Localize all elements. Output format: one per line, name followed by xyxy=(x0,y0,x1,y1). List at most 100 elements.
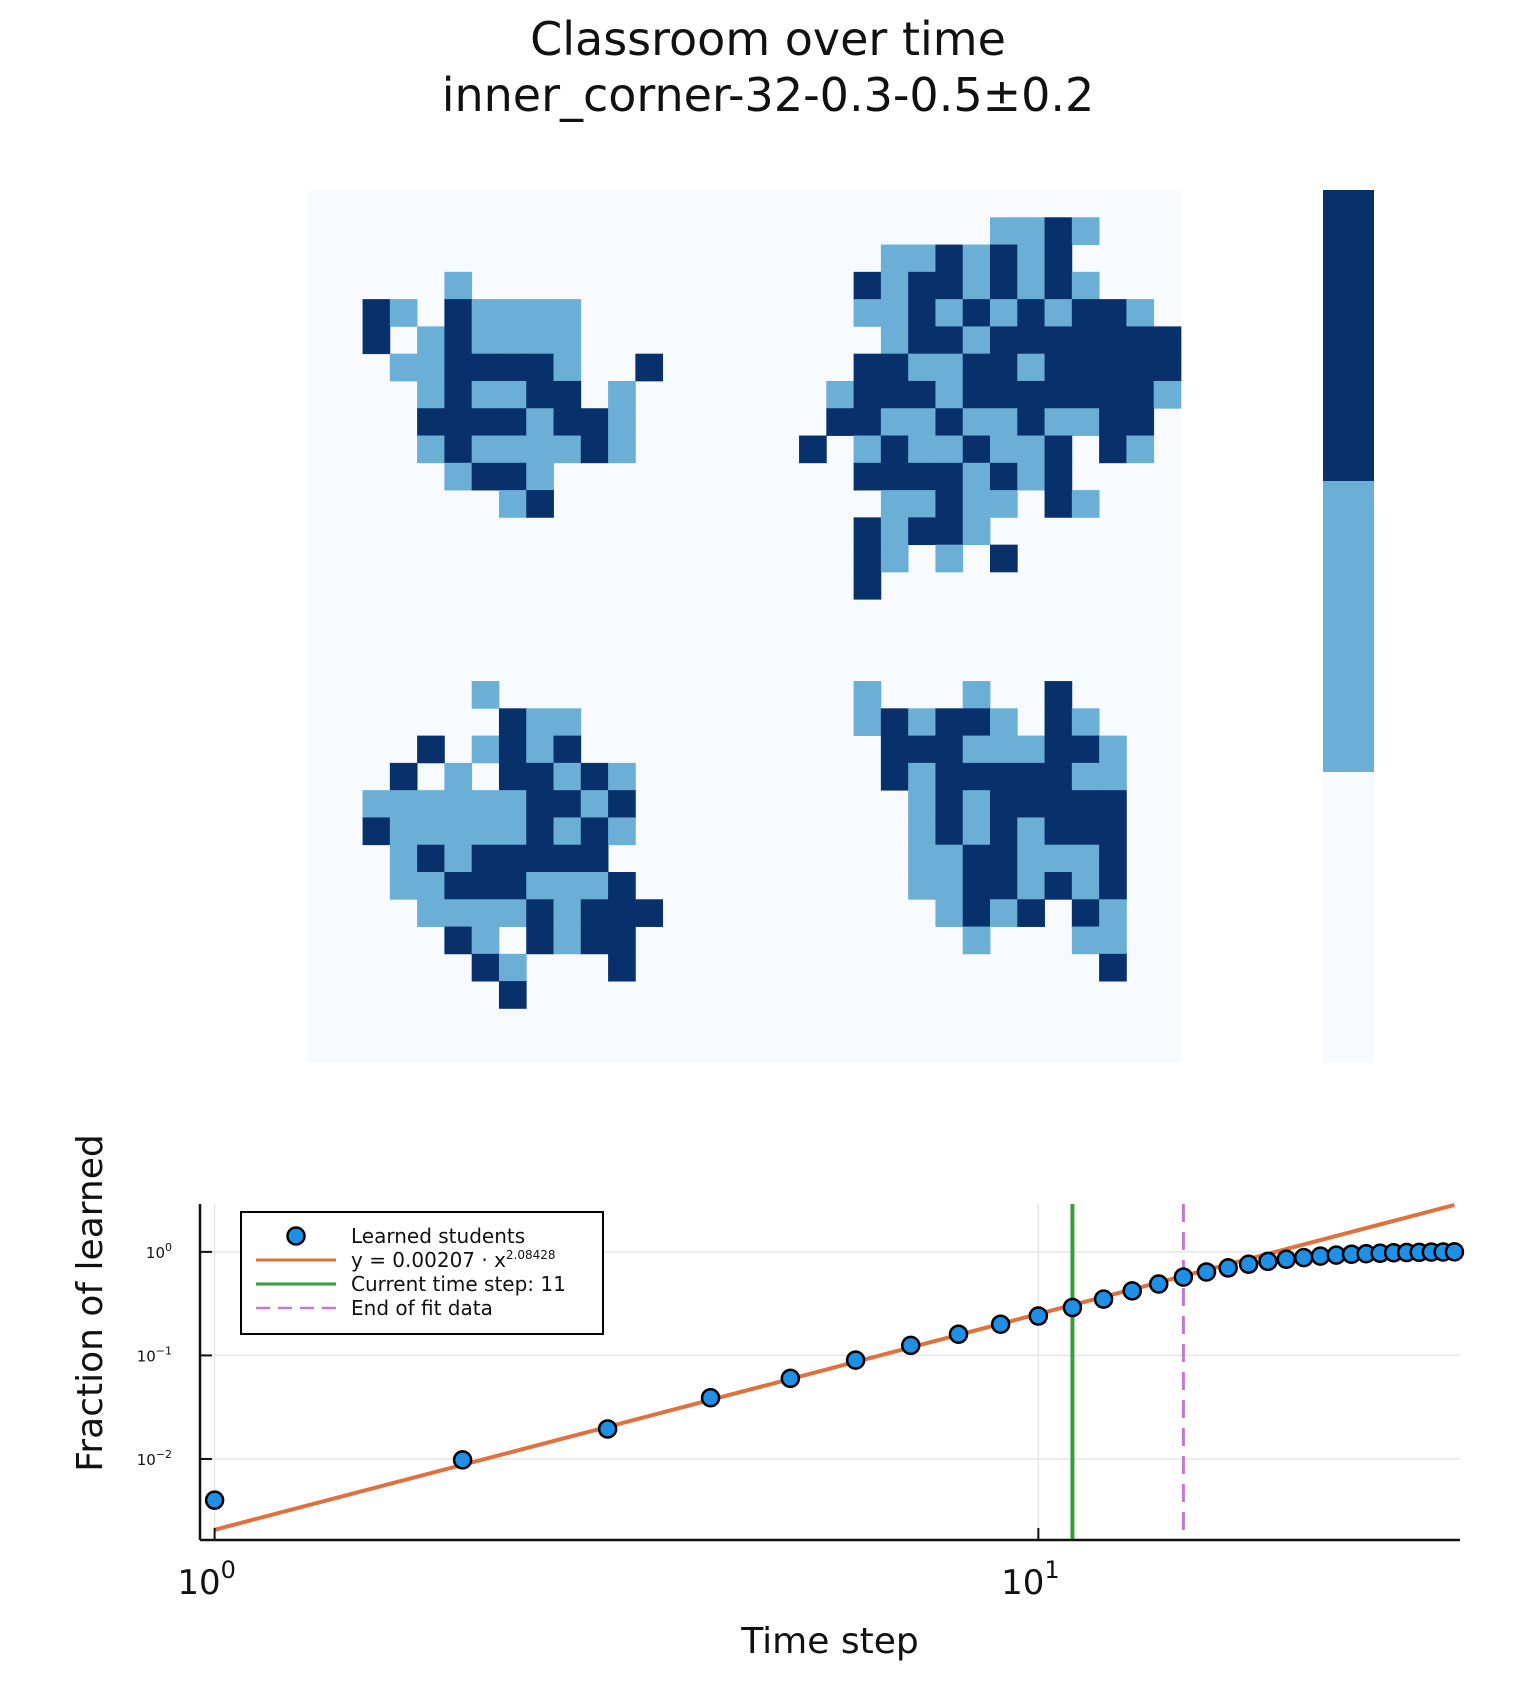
data-point xyxy=(452,1450,473,1470)
heatmap-cell xyxy=(553,817,582,846)
heatmap-cell xyxy=(990,490,1018,518)
heatmap-cell xyxy=(908,517,936,546)
heatmap-cell xyxy=(498,326,527,355)
heatmap-subtitle: inner_corner-32-0.3-0.5±0.2 xyxy=(441,68,1095,122)
heatmap-cell xyxy=(498,490,527,518)
heatmap-cell xyxy=(990,435,1018,464)
heatmap-cell xyxy=(853,435,882,464)
heatmap-cell xyxy=(935,380,964,409)
heatmap-cell xyxy=(880,435,909,464)
heatmap-cell xyxy=(417,380,445,409)
heatmap-cell xyxy=(444,353,473,382)
heatmap-cell xyxy=(471,408,500,436)
heatmap-cell xyxy=(608,380,636,409)
heatmap-cell xyxy=(1099,299,1127,327)
heatmap-cell xyxy=(1099,790,1127,818)
heatmap-cell xyxy=(471,953,500,982)
heatmap-cell xyxy=(417,790,445,818)
heatmap-cell xyxy=(935,872,964,900)
heatmap-cell xyxy=(471,735,500,764)
heatmap-cell xyxy=(526,353,554,382)
data-point xyxy=(1276,1249,1297,1269)
y-axis-label: Fraction of learned xyxy=(70,1134,111,1471)
heatmap-cell xyxy=(990,326,1018,355)
heatmap-cell xyxy=(526,490,554,518)
heatmap-cell xyxy=(1017,435,1045,464)
heatmap-cell xyxy=(1017,844,1045,873)
heatmap-cell xyxy=(853,271,882,300)
data-point xyxy=(204,1490,225,1510)
heatmap-title: Classroom over time xyxy=(530,12,1006,66)
heatmap-cell xyxy=(935,408,964,436)
heatmap-cell xyxy=(853,299,882,327)
heatmap-cell xyxy=(526,872,554,900)
heatmap-cell xyxy=(553,762,582,791)
heatmap-cell xyxy=(526,408,554,436)
heatmap-cell xyxy=(553,872,582,900)
data-point xyxy=(1238,1254,1259,1274)
heatmap-cell xyxy=(990,244,1018,273)
heatmap-cell xyxy=(990,353,1018,382)
heatmap-cell xyxy=(417,872,445,900)
heatmap-cell xyxy=(444,326,473,355)
heatmap-cell xyxy=(935,435,964,464)
heatmap-cell xyxy=(498,762,527,791)
heatmap-cell xyxy=(1071,271,1100,300)
heatmap-cell xyxy=(417,435,445,464)
heatmap-cell xyxy=(1126,408,1155,436)
heatmap-cell xyxy=(471,462,500,491)
heatmap-cell xyxy=(498,735,527,764)
heatmap-cell xyxy=(526,817,554,846)
heatmap-cell xyxy=(1099,844,1127,873)
heatmap-cell xyxy=(962,872,991,900)
heatmap-cell xyxy=(526,299,554,327)
heatmap-cell xyxy=(990,299,1018,327)
heatmap-cell xyxy=(417,326,445,355)
plot-marks xyxy=(204,1203,1465,1540)
heatmap-cell xyxy=(1153,353,1182,382)
heatmap-cell xyxy=(608,953,636,982)
heatmap-cell xyxy=(471,299,500,327)
heatmap-cell xyxy=(553,708,582,736)
heatmap-cell xyxy=(553,408,582,436)
heatmap-cell xyxy=(1044,872,1073,900)
heatmap-cell xyxy=(962,326,991,355)
heatmap-cell xyxy=(1071,844,1100,873)
heatmap-cell xyxy=(471,926,500,955)
heatmap-cell xyxy=(608,872,636,900)
heatmap-cell xyxy=(444,817,473,846)
heatmap-cell xyxy=(935,271,964,300)
heatmap-cell xyxy=(799,435,827,464)
heatmap-cell xyxy=(908,299,936,327)
x-tick-label: 100 xyxy=(177,1556,236,1603)
heatmap-cell xyxy=(1017,380,1045,409)
heatmap-cell xyxy=(471,681,500,709)
heatmap-cell xyxy=(1126,435,1155,464)
heatmap-cell xyxy=(880,490,909,518)
heatmap-cell xyxy=(1099,762,1127,791)
plot-ticks: 100 101 100 10−1 10−2 xyxy=(137,1241,1060,1603)
heatmap-cell xyxy=(962,299,991,327)
heatmap-cell xyxy=(417,353,445,382)
heatmap-cell xyxy=(1099,953,1127,982)
heatmap-cell xyxy=(935,817,964,846)
heatmap-cell xyxy=(444,790,473,818)
heatmap-cell xyxy=(444,271,473,300)
heatmap-cell xyxy=(880,244,909,273)
heatmap-cell xyxy=(908,762,936,791)
heatmap-cell xyxy=(1017,217,1045,245)
heatmap-cell xyxy=(1099,817,1127,846)
heatmap-cell xyxy=(526,435,554,464)
heatmap-cell xyxy=(362,326,391,355)
heatmap-cell xyxy=(1044,326,1073,355)
heatmap-cell xyxy=(417,408,445,436)
heatmap-cell xyxy=(526,762,554,791)
heatmap-cell xyxy=(1044,490,1073,518)
heatmap-cell xyxy=(908,353,936,382)
heatmap-cell xyxy=(1044,380,1073,409)
heatmap-cell xyxy=(444,380,473,409)
heatmap-cell xyxy=(935,735,964,764)
data-point xyxy=(900,1335,921,1356)
